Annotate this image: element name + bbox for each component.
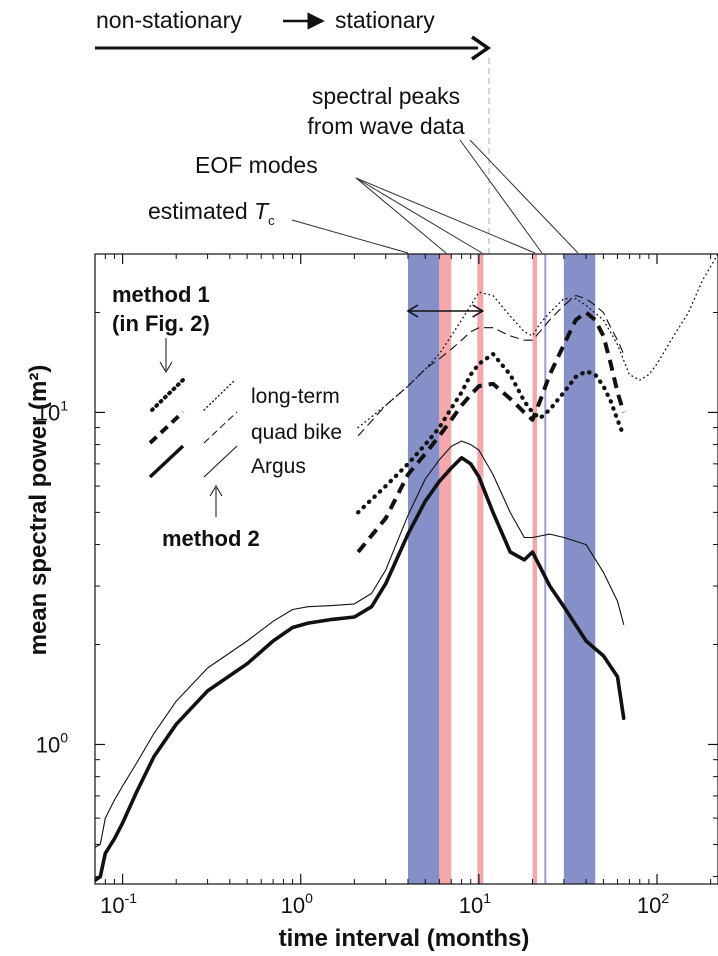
leader-peaks-2 — [459, 139, 543, 254]
tc-prefix: estimated — [148, 198, 254, 224]
y-axis-title: mean spectral power (m²) — [25, 365, 52, 656]
legend-label-long-term: long-term — [251, 385, 340, 408]
method1-label-line1: method 1 — [112, 282, 210, 307]
legend-label-argus: Argus — [251, 455, 306, 478]
legend: method 1 (in Fig. 2) long-term quad bike… — [112, 282, 342, 551]
leader-eof-3 — [355, 177, 536, 254]
legend-m1-long-term — [150, 378, 185, 412]
x-tick-exp: -1 — [125, 890, 138, 906]
y-tick-label: 100 — [36, 729, 68, 757]
band-blue-thin-4 — [544, 254, 547, 884]
band-red-3 — [532, 254, 537, 884]
stationary-label: stationary — [335, 7, 435, 33]
x-tick-base: 10 — [459, 893, 483, 918]
leader-eof-1 — [355, 177, 447, 254]
y-tick-exp: 1 — [60, 397, 68, 413]
series-argus-method-1 — [95, 456, 626, 883]
eof-modes-label: EOF modes — [195, 152, 318, 178]
leader-tc — [291, 219, 409, 254]
x-tick-exp: 0 — [305, 890, 313, 906]
x-axis-title: time interval (months) — [279, 925, 530, 952]
x-tick-base: 10 — [100, 893, 124, 918]
method2-label: method 2 — [162, 526, 260, 551]
tc-T: T — [254, 198, 270, 224]
x-tick-base: 10 — [281, 893, 305, 918]
x-tick-label: 10-1 — [100, 890, 137, 918]
band-red-2 — [477, 254, 484, 884]
x-tick-label: 100 — [281, 890, 313, 918]
legend-m2-long-term — [203, 379, 236, 411]
method1-label-line2: (in Fig. 2) — [112, 311, 210, 336]
leader-eof-2 — [355, 177, 483, 254]
series — [95, 254, 718, 883]
annotations: spectral peaks from wave data EOF modes … — [148, 83, 579, 254]
y-tick-base: 10 — [36, 732, 60, 757]
y-tick-exp: 0 — [60, 729, 68, 745]
legend-m2-argus — [203, 445, 238, 478]
legend-label-quad-bike: quad bike — [251, 421, 342, 444]
x-tick-label: 102 — [637, 890, 669, 918]
spectral-peaks-label-line2: from wave data — [307, 113, 464, 139]
stationarity-arrow: non-stationary stationary — [95, 7, 492, 254]
band-blue-0 — [407, 254, 440, 884]
tc-sub: c — [268, 213, 275, 228]
y-tick-base: 10 — [36, 400, 60, 425]
band-blue-5 — [563, 254, 596, 884]
x-tick-label: 101 — [459, 890, 491, 918]
tc-arrow-left-head — [406, 304, 419, 318]
spectral-peaks-label-line1: spectral peaks — [312, 83, 460, 109]
tc-arrow-right-head — [472, 304, 485, 318]
x-tick-exp: 1 — [483, 890, 491, 906]
tc-range-arrow — [406, 304, 485, 318]
legend-m1-argus — [148, 444, 185, 479]
legend-m2-quad-bike — [203, 411, 238, 444]
bands — [407, 254, 596, 884]
x-tick-base: 10 — [637, 893, 661, 918]
method2-pointer-head — [209, 485, 223, 497]
y-tick-label: 101 — [36, 397, 68, 425]
main-arrow-head — [471, 35, 492, 61]
series-quad-bike-method-1 — [356, 310, 626, 554]
x-tick-exp: 2 — [661, 890, 669, 906]
non-stationary-label: non-stationary — [96, 7, 242, 33]
leader-peaks-1 — [469, 139, 579, 254]
series-quad-bike-method-2 — [357, 294, 625, 437]
axes-frame — [94, 253, 718, 885]
legend-m1-quad-bike — [148, 410, 185, 445]
method1-pointer-head — [159, 361, 173, 373]
series-argus-method-2 — [95, 440, 625, 848]
estimated-tc-label: estimated Tc — [148, 198, 275, 228]
band-red-1 — [439, 254, 452, 884]
